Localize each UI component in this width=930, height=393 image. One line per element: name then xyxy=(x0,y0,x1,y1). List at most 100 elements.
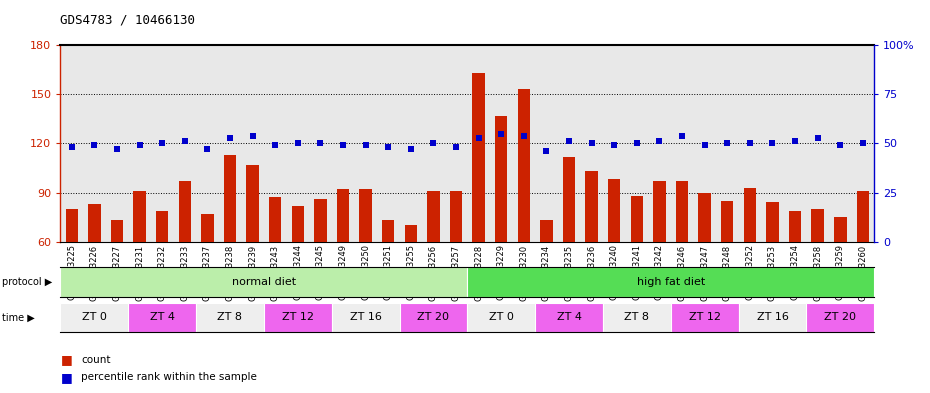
Point xyxy=(698,142,712,149)
Point xyxy=(606,142,621,149)
Text: ZT 12: ZT 12 xyxy=(282,312,313,322)
Point xyxy=(472,134,486,141)
Text: percentile rank within the sample: percentile rank within the sample xyxy=(81,372,257,382)
Text: count: count xyxy=(81,354,111,365)
Bar xyxy=(314,199,326,242)
Point xyxy=(742,140,757,147)
Point xyxy=(380,144,395,151)
Point xyxy=(584,140,599,147)
Bar xyxy=(269,197,282,242)
Bar xyxy=(196,303,264,332)
Point xyxy=(856,140,870,147)
Text: ■: ■ xyxy=(60,353,73,366)
Bar xyxy=(292,206,304,242)
Point xyxy=(562,138,577,145)
Bar xyxy=(857,191,870,242)
Point xyxy=(110,146,125,152)
Bar xyxy=(806,303,874,332)
Bar xyxy=(156,211,168,242)
Bar xyxy=(337,189,350,242)
Bar xyxy=(450,191,462,242)
Point xyxy=(765,140,780,147)
Bar xyxy=(400,303,467,332)
Bar xyxy=(744,187,756,242)
Bar xyxy=(563,156,576,242)
Text: protocol ▶: protocol ▶ xyxy=(2,277,52,287)
Bar xyxy=(467,267,874,297)
Bar xyxy=(111,220,123,242)
Bar xyxy=(789,211,802,242)
Bar xyxy=(264,303,332,332)
Bar xyxy=(495,116,508,242)
Text: ZT 20: ZT 20 xyxy=(824,312,857,322)
Bar xyxy=(766,202,778,242)
Text: normal diet: normal diet xyxy=(232,277,296,287)
Point xyxy=(810,134,825,141)
Point xyxy=(833,142,848,149)
Point xyxy=(448,144,463,151)
Point xyxy=(86,142,101,149)
Point xyxy=(64,144,79,151)
Bar xyxy=(834,217,846,242)
Text: ZT 4: ZT 4 xyxy=(556,312,581,322)
Text: ZT 0: ZT 0 xyxy=(489,312,513,322)
Text: ZT 16: ZT 16 xyxy=(756,312,789,322)
Text: ZT 20: ZT 20 xyxy=(418,312,449,322)
Point xyxy=(720,140,735,147)
Text: GDS4783 / 10466130: GDS4783 / 10466130 xyxy=(60,14,195,27)
Bar xyxy=(88,204,100,242)
Text: ZT 0: ZT 0 xyxy=(82,312,107,322)
Bar xyxy=(427,191,440,242)
Bar xyxy=(382,220,394,242)
Bar xyxy=(535,303,603,332)
Point xyxy=(516,132,531,139)
Point xyxy=(426,140,441,147)
Bar xyxy=(359,189,372,242)
Bar xyxy=(467,303,535,332)
Bar xyxy=(65,209,78,242)
Bar xyxy=(332,303,400,332)
Bar xyxy=(472,73,485,242)
Point xyxy=(539,148,554,154)
Bar xyxy=(179,181,191,242)
Bar xyxy=(812,209,824,242)
Point xyxy=(290,140,305,147)
Bar xyxy=(60,267,467,297)
Bar xyxy=(676,181,688,242)
Text: ZT 8: ZT 8 xyxy=(624,312,649,322)
Bar xyxy=(608,180,620,242)
Bar xyxy=(224,155,236,242)
Bar xyxy=(738,303,806,332)
Point xyxy=(358,142,373,149)
Point xyxy=(494,130,509,137)
Bar xyxy=(201,214,214,242)
Text: ZT 12: ZT 12 xyxy=(689,312,721,322)
Point xyxy=(788,138,803,145)
Point xyxy=(178,138,193,145)
Point xyxy=(268,142,283,149)
Bar xyxy=(518,90,530,242)
Text: ZT 4: ZT 4 xyxy=(150,312,175,322)
Bar xyxy=(246,165,259,242)
Point xyxy=(132,142,147,149)
Text: high fat diet: high fat diet xyxy=(637,277,705,287)
Bar xyxy=(128,303,196,332)
Point xyxy=(336,142,351,149)
Bar xyxy=(585,171,598,242)
Point xyxy=(222,134,237,141)
Point xyxy=(630,140,644,147)
Bar xyxy=(721,201,734,242)
Bar xyxy=(60,303,128,332)
Point xyxy=(154,140,169,147)
Bar xyxy=(540,220,552,242)
Bar xyxy=(133,191,146,242)
Point xyxy=(404,146,418,152)
Point xyxy=(200,146,215,152)
Bar xyxy=(671,303,738,332)
Text: ZT 8: ZT 8 xyxy=(218,312,243,322)
Bar xyxy=(631,196,643,242)
Point xyxy=(246,132,260,139)
Bar xyxy=(653,181,666,242)
Text: ■: ■ xyxy=(60,371,73,384)
Point xyxy=(652,138,667,145)
